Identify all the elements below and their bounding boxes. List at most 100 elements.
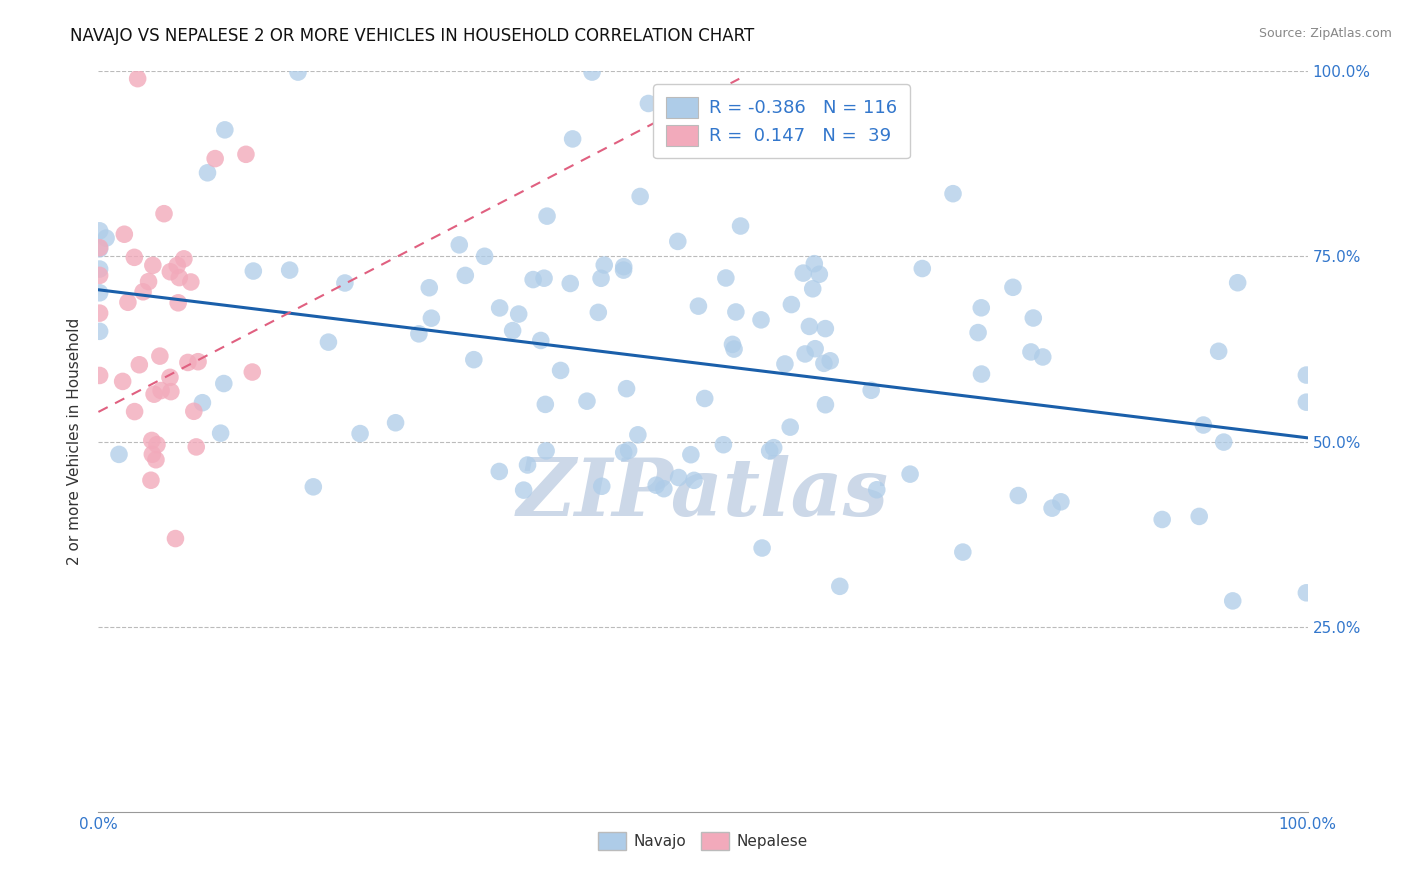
Point [758,443,780,458]
Point [209,426,232,441]
Point [942,186,965,201]
Point [1226,276,1249,290]
Point [1295,586,1317,600]
Point [550,363,572,377]
Point [449,238,471,252]
Point [533,271,555,285]
Point [1212,435,1234,450]
Point [143,387,166,401]
Point [127,71,149,86]
Point [502,324,524,338]
Point [536,209,558,223]
Point [616,382,638,396]
Point [714,271,737,285]
Point [153,207,176,221]
Point [89,241,111,255]
Point [197,166,219,180]
Point [588,305,610,319]
Point [593,258,616,272]
Point [149,349,172,363]
Point [138,275,160,289]
Point [1208,344,1230,359]
Point [617,443,640,458]
Point [723,342,745,356]
Point [112,227,135,242]
Point [204,152,226,166]
Point [474,249,496,263]
Point [1022,311,1045,326]
Text: ZIPatlas: ZIPatlas [517,455,889,533]
Point [730,219,752,233]
Point [160,384,183,399]
Point [645,478,668,492]
Point [828,579,851,593]
Point [613,445,636,459]
Point [1040,501,1063,516]
Point [1032,350,1054,364]
Point [749,313,772,327]
Point [818,353,841,368]
Point [159,265,181,279]
Point [560,277,582,291]
Point [814,398,837,412]
Point [970,301,993,315]
Point [183,404,205,418]
Point [794,347,817,361]
Point [141,447,163,461]
Point [876,142,898,156]
Point [1019,345,1042,359]
Point [627,427,650,442]
Point [454,268,477,283]
Point [762,441,785,455]
Point [1050,495,1073,509]
Point [581,65,603,79]
Point [898,467,921,482]
Point [1222,594,1244,608]
Point [89,262,111,277]
Point [142,258,165,272]
Point [1007,489,1029,503]
Point [952,545,974,559]
Point [1188,509,1211,524]
Point [508,307,530,321]
Point [318,335,340,350]
Point [860,384,883,398]
Point [799,319,821,334]
Point [94,231,117,245]
Point [89,224,111,238]
Point [384,416,406,430]
Point [124,404,146,418]
Point [516,458,538,472]
Point [1001,280,1024,294]
Point [89,285,111,300]
Point [191,395,214,409]
Point [128,358,150,372]
Point [637,96,659,111]
Point [302,480,325,494]
Point [169,270,191,285]
Point [418,281,440,295]
Point [534,397,557,411]
Point [166,259,188,273]
Point [779,420,801,434]
Point [721,337,744,351]
Point [167,295,190,310]
Point [575,394,598,409]
Point [967,326,990,340]
Point [165,532,187,546]
Point [145,452,167,467]
Point [803,257,825,271]
Point [488,301,510,315]
Point [146,437,169,451]
Point [235,147,257,161]
Point [333,276,356,290]
Point [534,443,557,458]
Point [813,356,835,370]
Point [488,465,510,479]
Point [89,242,111,256]
Point [970,367,993,381]
Point [186,440,208,454]
Point [408,326,430,341]
Point [117,295,139,310]
Point [89,324,111,338]
